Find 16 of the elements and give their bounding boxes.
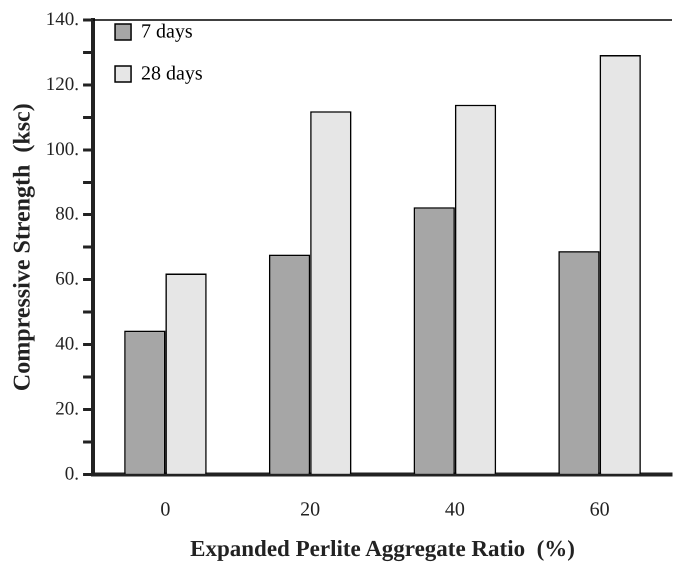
- x-axis-title: Expanded Perlite Aggregate Ratio (%): [190, 536, 575, 562]
- legend-label: 28 days: [141, 62, 203, 84]
- y-tick-label: 100.: [46, 138, 80, 160]
- x-tick-label: 0: [160, 498, 170, 521]
- y-axis-title: Compressive Strength (ksc): [10, 103, 36, 392]
- y-tick-label: 80.: [55, 204, 80, 225]
- legend-label: 7 days: [141, 20, 193, 42]
- y-tick-label: 40.: [55, 334, 80, 355]
- y-tick-label: 140.: [46, 8, 80, 30]
- x-tick-label: 60: [590, 498, 610, 521]
- y-tick-label: 0.: [64, 463, 80, 484]
- y-tick-label: 120.: [46, 74, 80, 95]
- x-tick-label: 40: [444, 498, 465, 521]
- y-tick-label: 20.: [55, 398, 80, 420]
- x-tick-label: 20: [300, 498, 320, 521]
- y-tick-label: 60.: [55, 268, 80, 290]
